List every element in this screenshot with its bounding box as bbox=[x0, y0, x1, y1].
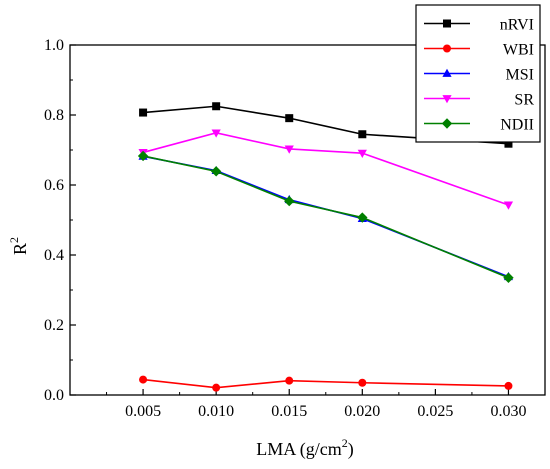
data-point-wbi bbox=[212, 383, 221, 392]
legend-marker-msi bbox=[442, 68, 452, 77]
data-point-ndii bbox=[137, 150, 149, 162]
legend-item-msi: MSI bbox=[424, 67, 534, 84]
series-msi bbox=[138, 151, 514, 281]
legend: nRVI WBI MSI SR NDII bbox=[415, 4, 541, 143]
x-axis-title-end: ) bbox=[348, 439, 354, 460]
x-axis-title-superscript: 2 bbox=[342, 436, 348, 450]
data-point-nrvi bbox=[139, 108, 148, 117]
legend-item-wbi: WBI bbox=[424, 42, 534, 59]
series-ndii bbox=[137, 150, 514, 283]
y-axis-title-main: R bbox=[10, 243, 30, 255]
y-axis-title: R2 bbox=[7, 237, 30, 255]
series-line-ndii bbox=[142, 155, 509, 279]
legend-marker-wbi bbox=[443, 44, 451, 53]
data-point-wbi bbox=[504, 381, 513, 390]
x-tick-label: 0.025 bbox=[417, 403, 453, 420]
data-point-sr bbox=[357, 149, 367, 158]
legend-label-sr: SR bbox=[514, 92, 534, 109]
x-axis-title: LMA (g/cm2) bbox=[256, 436, 354, 460]
data-point-wbi bbox=[358, 378, 367, 387]
x-tick-label: 0.010 bbox=[198, 403, 234, 420]
y-tick-label: 0.0 bbox=[44, 387, 64, 404]
x-tick-label: 0.015 bbox=[271, 403, 307, 420]
legend-marker-sr bbox=[442, 95, 452, 104]
y-tick-label: 1.0 bbox=[44, 37, 64, 54]
legend-item-ndii: NDII bbox=[424, 117, 534, 134]
data-point-ndii bbox=[503, 272, 514, 283]
data-point-sr bbox=[284, 145, 294, 154]
x-tick-label: 0.005 bbox=[125, 403, 161, 420]
data-point-sr bbox=[211, 129, 221, 138]
series-line-wbi bbox=[142, 378, 509, 389]
data-point-wbi bbox=[139, 375, 148, 384]
y-axis-title-superscript: 2 bbox=[7, 237, 21, 243]
y-tick-label: 0.8 bbox=[44, 107, 64, 124]
legend-label-msi: MSI bbox=[506, 67, 534, 84]
data-point-ndii bbox=[357, 212, 368, 223]
data-point-ndii bbox=[284, 195, 295, 207]
legend-marker-ndii bbox=[441, 118, 453, 129]
x-tick-label: 0.020 bbox=[344, 403, 380, 420]
legend-marker-nrvi bbox=[443, 19, 451, 28]
series-line-msi bbox=[142, 155, 509, 278]
legend-label-nrvi: nRVI bbox=[500, 17, 534, 34]
svg-text:R2: R2 bbox=[7, 237, 30, 255]
legend-item-nrvi: nRVI bbox=[424, 17, 534, 34]
data-point-nrvi bbox=[285, 114, 294, 123]
data-point-sr bbox=[503, 201, 514, 210]
series-line-sr bbox=[142, 132, 509, 206]
legend-label-ndii: NDII bbox=[500, 117, 534, 134]
y-tick-label: 0.2 bbox=[44, 317, 64, 334]
data-point-nrvi bbox=[358, 130, 367, 139]
y-tick-label: 0.4 bbox=[44, 247, 64, 264]
data-point-nrvi bbox=[212, 102, 221, 111]
data-point-nrvi bbox=[504, 139, 513, 148]
data-point-ndii bbox=[210, 166, 222, 177]
x-tick-label: 0.030 bbox=[490, 403, 526, 420]
data-point-wbi bbox=[285, 376, 294, 385]
legend-item-sr: SR bbox=[424, 92, 534, 109]
series-nrvi bbox=[139, 102, 513, 148]
series-sr bbox=[138, 129, 514, 210]
y-tick-label: 0.6 bbox=[44, 177, 64, 194]
x-axis-title-main: LMA (g/cm bbox=[256, 439, 342, 460]
legend-label-wbi: WBI bbox=[503, 42, 534, 59]
series-wbi bbox=[139, 375, 513, 392]
